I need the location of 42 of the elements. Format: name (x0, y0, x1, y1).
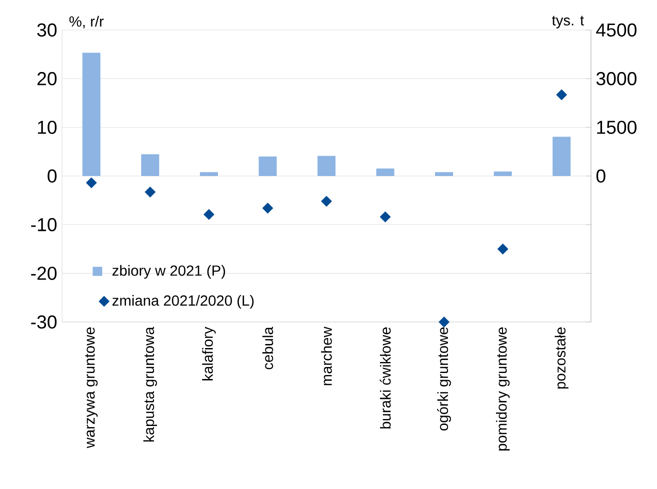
x-tick-label: pozostałe (554, 327, 568, 389)
bar (141, 154, 160, 176)
x-tick-label: ogórki gruntowe (437, 327, 451, 430)
y-tick-label: 10 (38, 120, 57, 134)
point (86, 177, 97, 188)
y2-tick-label: 1500 (597, 120, 636, 134)
bar (82, 52, 100, 176)
point (204, 209, 214, 220)
y-tick-label: -10 (31, 218, 57, 232)
bar (494, 171, 512, 176)
y-tick-label: 30 (37, 23, 57, 37)
x-tick-label: pomidory gruntowe (496, 327, 510, 450)
point (497, 244, 508, 254)
y2-tick-label: 0 (596, 169, 606, 183)
legend-label: zmiana 2021/2020 (L) (112, 295, 254, 309)
legend-label: zbiory w 2021 (P) (112, 265, 226, 279)
x-tick-label: kalafiory (202, 326, 216, 380)
point (438, 316, 450, 328)
point (321, 196, 332, 207)
y2-tick-label: 3000 (596, 72, 636, 86)
x-tick-label: kapusta gruntowa (143, 326, 157, 442)
bar (318, 156, 336, 176)
y-tick-label: 0 (48, 169, 57, 183)
x-tick-label: warzywa gruntowe (85, 327, 98, 448)
bar (552, 136, 571, 176)
y-tick-label: -30 (31, 315, 57, 329)
bar (435, 172, 454, 176)
y-axis-title: %, r/r (69, 16, 104, 28)
x-tick-label: buraki ćwikłowe (380, 327, 391, 428)
x-tick-label: marchew (321, 326, 332, 386)
y2-axis-title: tys. t (552, 16, 584, 28)
x-tick-label: cebula (262, 326, 274, 370)
point (380, 212, 391, 222)
point (144, 186, 156, 198)
bar (200, 172, 218, 176)
bar (376, 168, 394, 176)
point (556, 89, 567, 100)
point (262, 202, 274, 214)
bar (258, 156, 277, 176)
y-tick-label: -20 (31, 266, 57, 280)
y-tick-label: 20 (37, 72, 57, 86)
y2-tick-label: 4500 (596, 23, 636, 37)
